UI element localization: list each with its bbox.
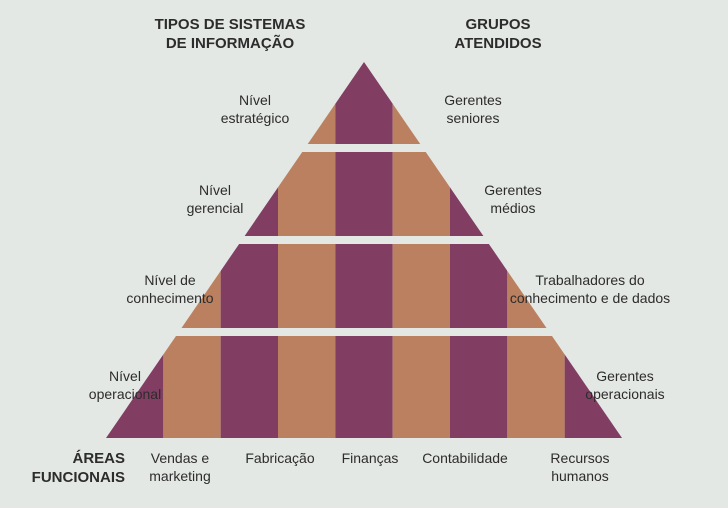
level-2-left: Nívelgerencial (160, 182, 270, 217)
level-1-right: Gerentesseniores (418, 92, 528, 127)
level-1-left: Nívelestratégico (200, 92, 310, 127)
functional-area-4: Recursoshumanos (530, 450, 630, 485)
pyramid-diagram (0, 0, 728, 508)
functional-area-0: Vendas emarketing (130, 450, 230, 485)
level-4-left: Níveloperacional (60, 368, 190, 403)
header-left: TIPOS DE SISTEMASDE INFORMAÇÃO (120, 16, 340, 54)
level-4-right: Gerentesoperacionais (555, 368, 695, 403)
footer-title: ÁREASFUNCIONAIS (10, 450, 125, 488)
header-right: GRUPOSATENDIDOS (388, 16, 608, 54)
functional-area-1: Fabricação (230, 450, 330, 468)
level-3-left: Nível deconhecimento (100, 272, 240, 307)
level-2-right: Gerentesmédios (458, 182, 568, 217)
functional-area-3: Contabilidade (410, 450, 520, 468)
functional-area-2: Finanças (330, 450, 410, 468)
level-3-right: Trabalhadores doconhecimento e de dados (490, 272, 690, 307)
